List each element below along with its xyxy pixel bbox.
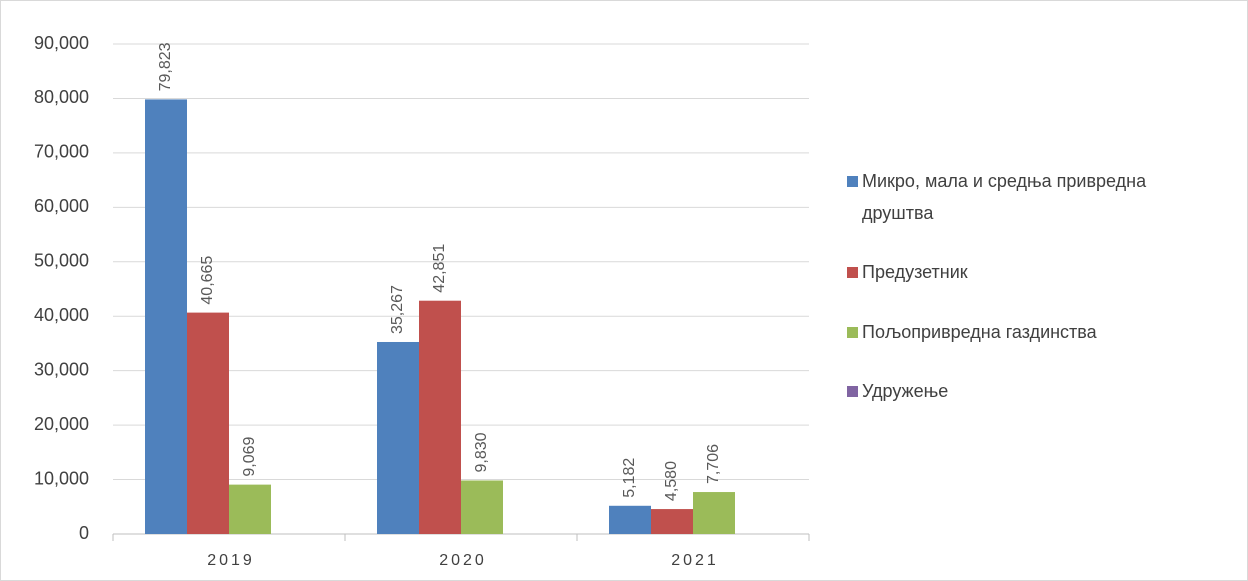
value-label: 42,851: [431, 244, 448, 293]
legend-swatch: [847, 386, 858, 398]
y-tick-label: 0: [79, 523, 89, 543]
y-tick-label: 30,000: [34, 359, 89, 379]
bar: [461, 480, 503, 534]
legend-label: Предузетник: [862, 262, 968, 283]
value-label: 9,069: [241, 436, 258, 476]
legend-label: Удружење: [862, 381, 949, 402]
y-tick-label: 70,000: [34, 142, 89, 162]
value-label: 9,830: [473, 432, 490, 472]
bar: [609, 505, 651, 534]
y-tick-label: 50,000: [34, 251, 89, 271]
legend-swatch: [847, 175, 858, 187]
x-tick-label: 2019: [207, 552, 255, 569]
y-tick-label: 40,000: [34, 305, 89, 325]
x-tick-label: 2021: [671, 552, 719, 569]
bar: [145, 99, 187, 534]
bar: [229, 484, 271, 534]
value-label: 4,580: [663, 461, 680, 501]
value-label: 40,665: [199, 256, 216, 305]
y-tick-label: 80,000: [34, 87, 89, 107]
legend-item: Микро, мала и средња привредна друштва: [847, 165, 1237, 229]
value-label: 7,706: [705, 444, 722, 484]
legend-item: Пољопривредна газдинства: [847, 316, 1237, 348]
bar: [651, 509, 693, 534]
legend-swatch: [847, 326, 858, 338]
y-tick-label: 10,000: [34, 468, 89, 488]
x-tick-label: 2020: [439, 552, 487, 569]
bar: [377, 341, 419, 534]
y-tick-label: 60,000: [34, 196, 89, 216]
bar: [187, 312, 229, 534]
value-label: 5,182: [621, 458, 638, 498]
value-label: 35,267: [389, 285, 406, 334]
bar: [693, 492, 735, 534]
legend-item: Удружење: [847, 375, 1237, 407]
legend-swatch: [847, 267, 858, 279]
legend-label: Микро, мала и средња привредна друштва: [862, 170, 1147, 223]
legend-item: Предузетник: [847, 256, 1237, 288]
bar: [419, 300, 461, 534]
legend: Микро, мала и средња привредна друштва Пр…: [847, 151, 1237, 421]
y-tick-label: 90,000: [34, 33, 89, 53]
value-label: 79,823: [157, 42, 174, 91]
y-tick-label: 20,000: [34, 414, 89, 434]
legend-label: Пољопривредна газдинства: [862, 321, 1097, 342]
